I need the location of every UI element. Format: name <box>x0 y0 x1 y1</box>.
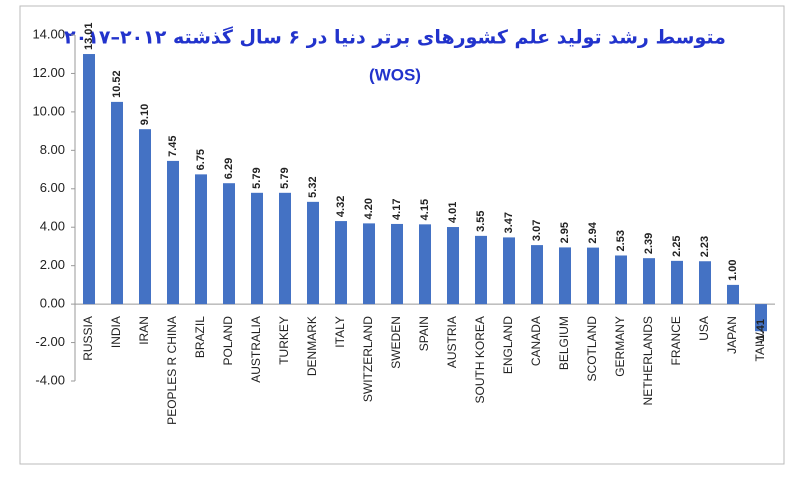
value-label: 2.39 <box>643 233 655 254</box>
value-label: 4.01 <box>447 202 459 223</box>
value-label: -1.41 <box>755 319 767 344</box>
value-label: 2.23 <box>699 236 711 257</box>
bar <box>671 260 683 305</box>
value-label: 9.10 <box>139 104 151 125</box>
value-label: 3.07 <box>531 220 543 241</box>
x-tick-label: BELGIUM <box>557 316 571 370</box>
value-label: 3.55 <box>475 210 487 231</box>
value-label: 6.29 <box>223 158 235 179</box>
x-tick-label: TURKEY <box>277 316 291 365</box>
y-tick-label: 10.00 <box>32 103 65 118</box>
bar <box>251 192 263 305</box>
x-tick-label: DENMARK <box>305 316 319 376</box>
bar <box>615 255 627 305</box>
bar <box>755 304 767 332</box>
value-label: 4.20 <box>363 198 375 219</box>
value-label: 5.79 <box>279 167 291 188</box>
y-tick-label: 4.00 <box>40 219 65 234</box>
x-tick-label: IRAN <box>137 316 151 345</box>
x-tick-label: SPAIN <box>417 316 431 351</box>
x-tick-label: POLAND <box>221 316 235 366</box>
x-tick-label: PEOPLES R CHINA <box>165 316 179 425</box>
y-tick-label: 8.00 <box>40 142 65 157</box>
value-label: 13.01 <box>83 22 95 50</box>
value-label: 2.25 <box>671 235 683 256</box>
chart-title: متوسط رشد تولید علم کشورهای برتر دنیا در… <box>64 26 726 49</box>
y-tick-label: 2.00 <box>40 257 65 272</box>
bar <box>699 261 711 305</box>
y-tick-label: 12.00 <box>32 65 65 80</box>
x-tick-label: NETHERLANDS <box>641 316 655 405</box>
x-tick-label: SOUTH KOREA <box>473 316 487 403</box>
y-tick-label: -2.00 <box>35 334 65 349</box>
bar <box>167 160 179 305</box>
value-label: 3.47 <box>503 212 515 233</box>
x-tick-label: SCOTLAND <box>585 316 599 382</box>
bar <box>195 174 207 305</box>
value-label: 5.32 <box>307 176 319 197</box>
bar <box>475 235 487 305</box>
x-tick-label: FRANCE <box>669 316 683 365</box>
bar <box>307 201 319 305</box>
x-tick-label: AUSTRIA <box>445 316 459 368</box>
value-label: 2.53 <box>615 230 627 251</box>
bar <box>139 129 151 305</box>
bar <box>279 192 291 305</box>
value-label: 10.52 <box>111 70 123 98</box>
x-tick-label: JAPAN <box>725 316 739 354</box>
bar <box>587 247 599 305</box>
y-tick-label: 14.00 <box>32 26 65 41</box>
bar <box>363 223 375 305</box>
value-label: 6.75 <box>195 149 207 170</box>
x-tick-label: AUSTRALIA <box>249 316 263 383</box>
value-label: 1.00 <box>727 259 739 280</box>
y-tick-label: 6.00 <box>40 180 65 195</box>
bar <box>503 237 515 305</box>
bar <box>727 284 739 305</box>
value-label: 4.15 <box>419 199 431 220</box>
bar <box>111 101 123 305</box>
bar <box>531 245 543 305</box>
x-tick-label: ITALY <box>333 316 347 348</box>
x-tick-label: ENGLAND <box>501 316 515 374</box>
value-label: 4.32 <box>335 196 347 217</box>
bar <box>447 227 459 305</box>
x-tick-label: SWITZERLAND <box>361 316 375 402</box>
bar <box>643 258 655 305</box>
x-tick-label: RUSSIA <box>81 316 95 361</box>
x-tick-label: INDIA <box>109 316 123 348</box>
x-tick-label: GERMANY <box>613 316 627 377</box>
y-tick-label: 0.00 <box>40 296 65 311</box>
bar <box>391 223 403 305</box>
bar <box>223 183 235 305</box>
value-label: 2.95 <box>559 222 571 243</box>
x-tick-label: BRAZIL <box>193 316 207 358</box>
value-label: 2.94 <box>587 221 599 243</box>
value-label: 7.45 <box>167 135 179 156</box>
x-tick-label: USA <box>697 316 711 341</box>
bar <box>559 247 571 305</box>
x-tick-label: CANADA <box>529 316 543 366</box>
value-label: 4.17 <box>391 199 403 220</box>
bar <box>83 54 95 305</box>
y-tick-label: -4.00 <box>35 372 65 387</box>
value-label: 5.79 <box>251 167 263 188</box>
x-tick-label: SWEDEN <box>389 316 403 369</box>
bar <box>335 221 347 305</box>
bar <box>419 224 431 305</box>
chart-subtitle: (WOS) <box>369 65 421 84</box>
